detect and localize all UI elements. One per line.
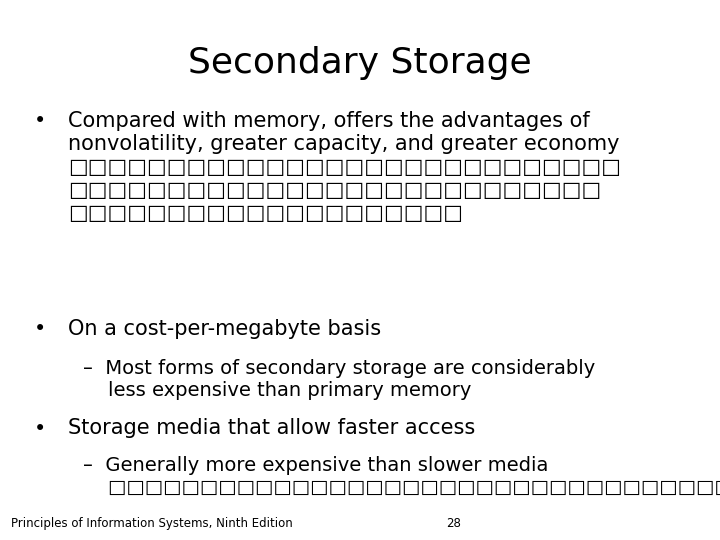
- Text: Secondary Storage: Secondary Storage: [188, 46, 532, 80]
- Text: •: •: [33, 319, 46, 339]
- Text: –  Most forms of secondary storage are considerably
    less expensive than prim: – Most forms of secondary storage are co…: [83, 359, 595, 400]
- Text: 28: 28: [446, 517, 462, 530]
- Text: Principles of Information Systems, Ninth Edition: Principles of Information Systems, Ninth…: [11, 517, 292, 530]
- Text: Storage media that allow faster access: Storage media that allow faster access: [68, 418, 476, 438]
- Text: Compared with memory, offers the advantages of
nonvolatility, greater capacity, : Compared with memory, offers the advanta…: [68, 111, 621, 224]
- Text: •: •: [33, 111, 46, 131]
- Text: –  Generally more expensive than slower media
    □□□□□□□□□□□□□□□□□□□□□□□□□□□□□□: – Generally more expensive than slower m…: [83, 456, 720, 497]
- Text: On a cost-per-megabyte basis: On a cost-per-megabyte basis: [68, 319, 382, 339]
- Text: •: •: [33, 418, 46, 438]
